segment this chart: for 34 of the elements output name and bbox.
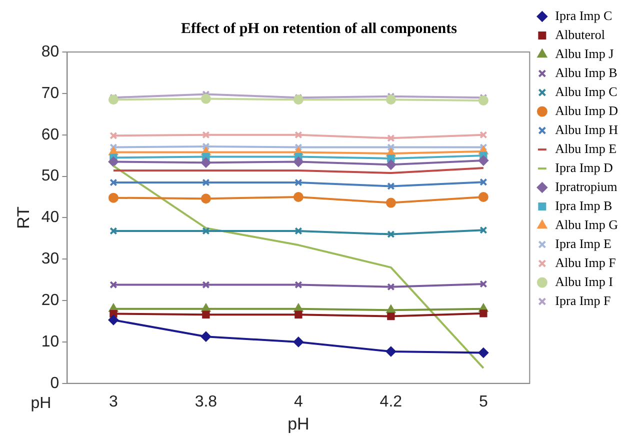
- legend-label: Albu Imp D: [555, 102, 618, 118]
- y-axis-title: RT: [14, 206, 33, 229]
- y-tick-label: 10: [41, 333, 60, 350]
- y-tick-label: 50: [41, 168, 60, 185]
- y-tick-label: 30: [41, 250, 60, 268]
- x-tick-label: 4.2: [380, 393, 402, 410]
- legend-label: Albu Imp J: [555, 46, 614, 61]
- y-tick-label: 70: [41, 84, 60, 102]
- x-tick-label: 3: [108, 393, 118, 410]
- x-axis-title: pH: [288, 414, 310, 434]
- legend-label: Albu Imp H: [555, 122, 618, 137]
- legend-label: Albuterol: [555, 26, 606, 42]
- legend-label: Albu Imp I: [555, 274, 613, 289]
- legend-label: Ipra Imp B: [555, 198, 613, 213]
- legend-label: Ipratropium: [555, 178, 618, 194]
- legend-label: Albu Imp G: [555, 216, 618, 232]
- legend-label: Ipra Imp F: [555, 292, 611, 308]
- x-tick-label: 4: [294, 393, 303, 410]
- legend-label: Ipra Imp C: [555, 8, 612, 23]
- y-tick-label: 40: [41, 209, 60, 226]
- x-tick-label: 5: [478, 393, 488, 410]
- legend-label: Ipra Imp D: [555, 160, 613, 175]
- y-tick-label: 80: [41, 43, 60, 60]
- text: pH: [30, 394, 52, 412]
- chart-title: Effect of pH on retention of all components: [181, 20, 458, 37]
- legend-label: Albu Imp C: [555, 84, 618, 99]
- legend-label: Albu Imp F: [555, 254, 616, 270]
- legend-label: Albu Imp E: [555, 140, 617, 156]
- y-tick-label: 20: [41, 292, 60, 309]
- y-tick-label: 60: [41, 126, 60, 144]
- y-tick-label: 0: [50, 374, 60, 392]
- legend-label: Albu Imp B: [555, 64, 618, 80]
- legend-label: Ipra Imp E: [555, 236, 612, 251]
- x-tick-label: 3.8: [194, 393, 218, 410]
